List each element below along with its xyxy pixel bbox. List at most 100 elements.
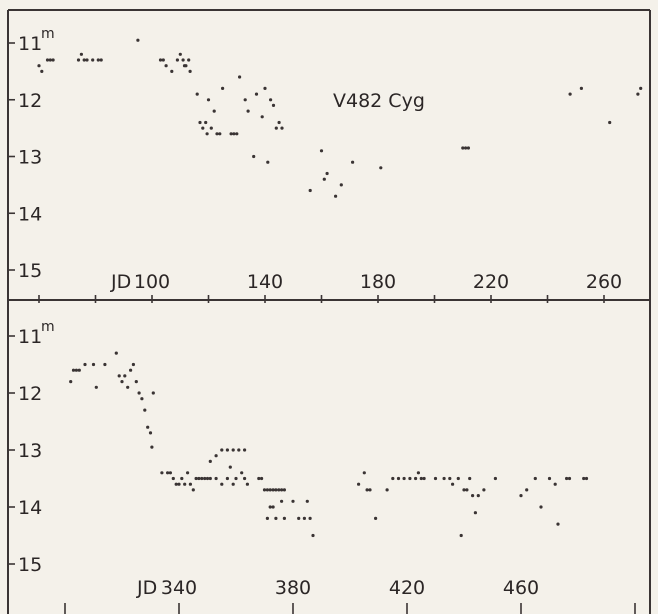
lower-panel: 11m 12 13 14 15 340 380 420 460 JD [7, 299, 651, 614]
data-point [191, 488, 195, 492]
y-tick-label: 15 [18, 260, 42, 282]
data-point [79, 52, 83, 56]
data-point [85, 58, 89, 62]
data-point [459, 533, 463, 538]
data-point [305, 499, 309, 503]
data-point [94, 385, 98, 389]
data-point [126, 385, 130, 389]
data-point [91, 58, 95, 62]
data-point [48, 58, 52, 62]
data-point [268, 488, 272, 492]
data-point [220, 482, 224, 486]
data-point [148, 431, 153, 435]
data-point [117, 374, 121, 378]
data-point [96, 58, 100, 62]
data-point [208, 476, 212, 481]
data-point [442, 476, 446, 481]
data-point [565, 476, 569, 481]
data-point [175, 58, 179, 62]
data-point [225, 448, 229, 452]
data-point [214, 476, 218, 481]
data-point [77, 368, 81, 372]
data-point [254, 92, 259, 96]
data-point [461, 146, 465, 150]
data-point [262, 488, 267, 492]
y-unit-superscript: m [41, 319, 55, 335]
data-point [170, 69, 174, 73]
x-tick-label: 420 [389, 577, 425, 599]
x-tick-label: 260 [586, 271, 622, 293]
x-tick-label: 460 [503, 577, 539, 599]
data-point [134, 380, 138, 384]
data-point [204, 120, 208, 125]
data-point [308, 188, 312, 193]
data-point [402, 476, 406, 481]
data-point [187, 58, 191, 62]
data-point [235, 132, 239, 136]
data-point [243, 448, 247, 452]
data-point [146, 425, 150, 429]
x-tick-label: 380 [275, 577, 311, 599]
data-point [265, 516, 269, 521]
x-axis-label: JD [136, 577, 157, 599]
data-point [220, 448, 224, 452]
data-point [137, 391, 141, 395]
data-point [231, 448, 235, 452]
x-tick-label: 100 [134, 271, 170, 293]
data-point [567, 476, 572, 481]
data-point [263, 86, 267, 90]
x-axis-label: JD [110, 271, 131, 293]
data-point [291, 499, 295, 503]
data-point [166, 471, 170, 475]
data-point [195, 92, 199, 96]
data-point [234, 476, 238, 481]
y-tick-label: 11 [18, 326, 42, 348]
data-point [45, 58, 50, 62]
data-point [260, 476, 264, 481]
data-point [228, 465, 232, 469]
y-tick-label: 12 [18, 90, 42, 112]
data-point [271, 505, 275, 509]
data-point [209, 126, 213, 130]
data-point [198, 120, 202, 125]
data-point [374, 516, 378, 521]
data-point [322, 177, 326, 181]
data-point [164, 64, 168, 68]
data-point [51, 58, 55, 62]
y-tick-label: 13 [18, 147, 42, 169]
data-point [201, 126, 205, 130]
data-point [419, 476, 423, 481]
data-point [268, 505, 272, 509]
data-point [237, 448, 241, 452]
data-point [265, 488, 269, 492]
data-point [584, 476, 589, 481]
data-point [205, 476, 210, 481]
data-point [553, 482, 557, 486]
data-point [69, 380, 73, 384]
data-point [238, 75, 242, 79]
data-point [280, 488, 284, 492]
data-point [539, 505, 543, 509]
data-point [482, 488, 486, 492]
data-point [158, 58, 163, 62]
data-point [271, 103, 276, 107]
data-point [178, 52, 182, 56]
data-point [160, 471, 164, 475]
data-point [188, 69, 192, 73]
data-point [225, 476, 229, 481]
data-point [308, 516, 312, 521]
data-point [136, 38, 140, 42]
data-point [37, 64, 41, 68]
data-point [143, 408, 147, 412]
data-point [465, 488, 469, 492]
data-point [533, 476, 537, 481]
data-point [464, 146, 468, 150]
data-point [365, 488, 369, 492]
data-point [184, 64, 188, 68]
data-point [197, 476, 201, 481]
data-point [150, 445, 154, 449]
data-point [120, 380, 124, 384]
data-point [525, 488, 529, 492]
data-point [408, 476, 412, 481]
y-tick-label: 14 [18, 203, 42, 225]
